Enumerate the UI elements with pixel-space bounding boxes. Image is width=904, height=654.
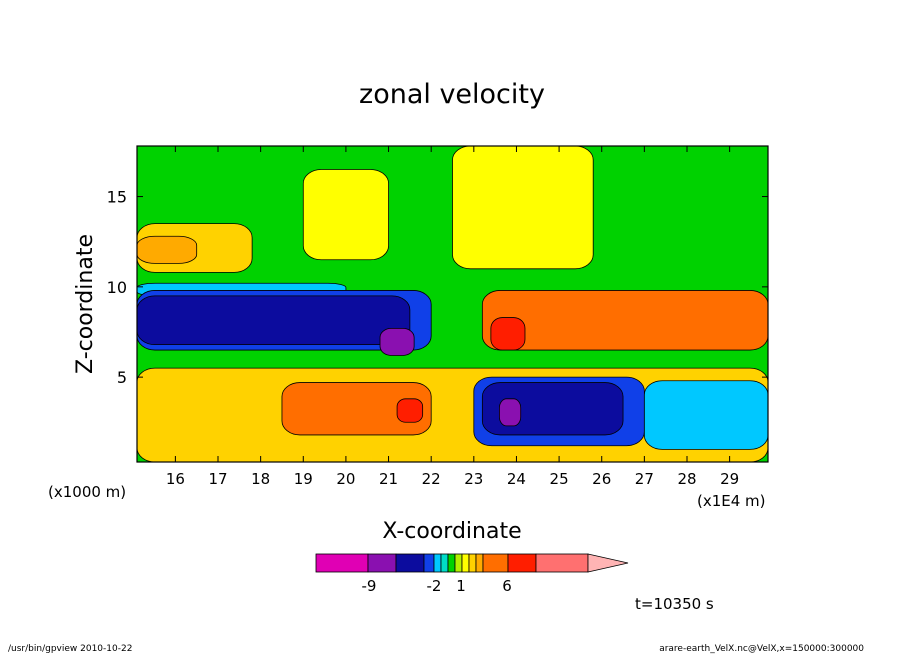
colorbar-segment (482, 553, 509, 573)
contour-region (490, 317, 526, 351)
plot-frame (136, 145, 769, 463)
x-tick-label: 18 (251, 470, 270, 488)
x-tick-label: 27 (635, 470, 654, 488)
contour-region (136, 235, 198, 264)
colorbar-segment (475, 553, 484, 573)
colorbar-segment (315, 553, 369, 573)
contour-region (396, 398, 424, 423)
x-tick-label: 26 (592, 470, 611, 488)
contour-region (452, 145, 594, 270)
x-tick-label: 19 (294, 470, 313, 488)
colorbar-segment (433, 553, 442, 573)
colorbar (315, 553, 629, 573)
x-tick-label: 29 (720, 470, 739, 488)
x-tick-label: 23 (464, 470, 483, 488)
x-tick-label: 20 (336, 470, 355, 488)
colorbar-label: -2 (427, 577, 442, 595)
x-tick-label: 28 (677, 470, 696, 488)
x-unit-right: (x1E4 m) (697, 492, 766, 510)
colorbar-segment (535, 553, 589, 573)
y-axis-label: Z-coordinate (73, 234, 98, 374)
colorbar-segment (468, 553, 477, 573)
x-tick-label: 22 (422, 470, 441, 488)
y-tick-label: 5 (117, 368, 127, 387)
colorbar-segment (447, 553, 456, 573)
chart-title: zonal velocity (359, 79, 545, 110)
x-axis-label: X-coordinate (382, 519, 521, 544)
contour-region (643, 380, 769, 450)
colorbar-label: 6 (502, 577, 512, 595)
contour-regions (136, 145, 769, 463)
x-tick-label: 21 (379, 470, 398, 488)
colorbar-label: 1 (456, 577, 466, 595)
contour-region (379, 327, 415, 356)
colorbar-arrow (587, 553, 629, 573)
contour-region (281, 382, 432, 436)
plot-area (136, 145, 769, 463)
y-tick-label: 15 (107, 188, 127, 207)
x-tick-label: 16 (166, 470, 185, 488)
colorbar-segment (423, 553, 435, 573)
contour-region (302, 169, 389, 261)
x-axis: 16 17 18 19 20 21 22 23 24 25 26 27 28 29 (166, 146, 739, 488)
colorbar-labels: -9 -2 1 6 (362, 577, 512, 595)
x-unit-left: (x1000 m) (48, 483, 126, 501)
y-axis: 5 10 15 (107, 188, 768, 387)
x-tick-label: 25 (550, 470, 569, 488)
contour-region (136, 295, 411, 346)
colorbar-segment (507, 553, 537, 573)
colorbar-label: -9 (362, 577, 377, 595)
colorbar-segment (367, 553, 397, 573)
colorbar-segment (454, 553, 463, 573)
colorbar-segment (461, 553, 470, 573)
x-tick-label: 17 (208, 470, 227, 488)
x-tick-label: 24 (507, 470, 526, 488)
time-annotation: t=10350 s (635, 595, 714, 613)
footer-left: /usr/bin/gpview 2010-10-22 (8, 644, 132, 654)
contour-region (498, 398, 522, 427)
footer-right: arare-earth_VelX.nc@VelX,x=150000:300000 (659, 644, 864, 654)
colorbar-segment (395, 553, 425, 573)
y-tick-label: 10 (107, 278, 127, 297)
colorbar-segment (440, 553, 449, 573)
